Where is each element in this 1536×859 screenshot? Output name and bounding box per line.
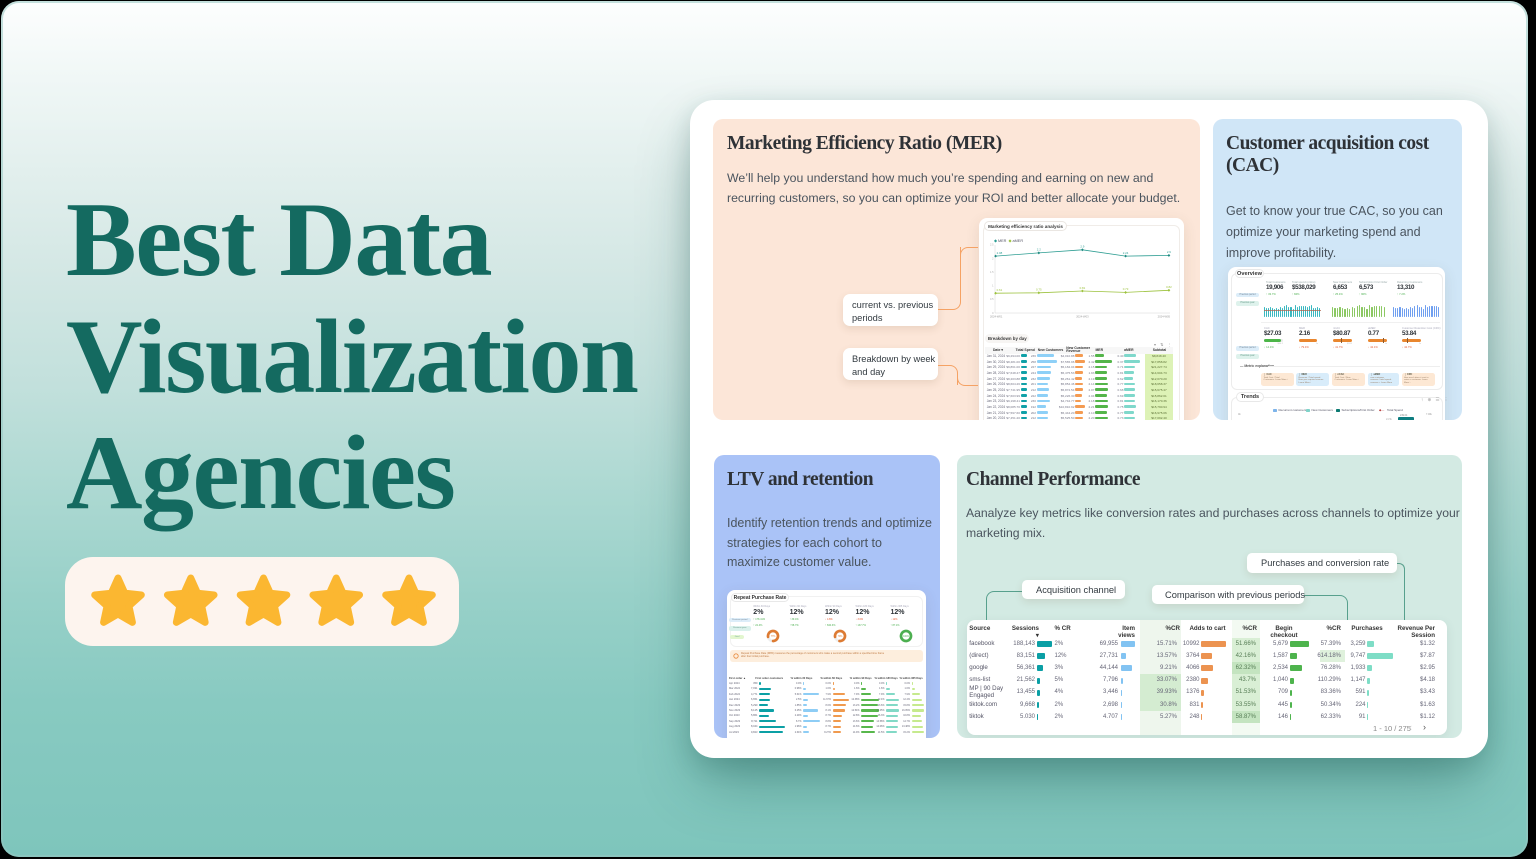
svg-text:0.82: 0.82 [1166,285,1172,289]
svg-text:1.5: 1.5 [990,271,994,274]
svg-text:2024-W05: 2024-W05 [1158,315,1171,319]
svg-text:79%: 79% [838,636,843,638]
svg-text:2024-W03: 2024-W03 [1076,315,1089,319]
svg-text:0.73: 0.73 [1123,287,1129,291]
svg-text:0.5: 0.5 [990,298,994,301]
svg-text:2024-W01: 2024-W01 [990,315,1003,319]
svg-text:0.75: 0.75 [1036,288,1042,292]
svg-text:100%: 100% [903,636,909,638]
svg-text:0: 0 [992,312,994,315]
svg-text:0.61: 0.61 [997,288,1003,292]
svg-text:2.5: 2.5 [990,244,994,247]
svg-text:2.08: 2.08 [997,251,1003,255]
svg-text:2.24: 2.24 [1123,251,1129,255]
svg-text:1: 1 [992,285,994,288]
svg-text:2.9: 2.9 [1080,245,1084,249]
svg-text:2.2: 2.2 [1037,248,1041,252]
svg-text:2: 2 [992,257,994,260]
svg-text:0.81: 0.81 [1080,286,1086,290]
svg-text:2.9: 2.9 [1167,250,1171,254]
svg-text:77%: 77% [770,636,775,638]
